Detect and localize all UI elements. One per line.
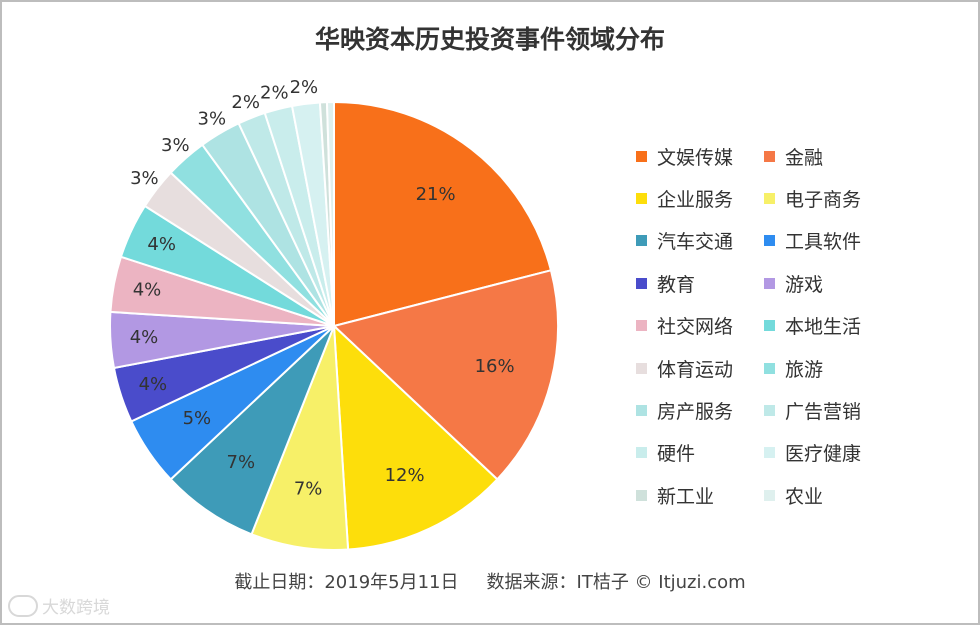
legend-label: 企业服务 bbox=[657, 189, 734, 212]
pie-slice-2 bbox=[332, 323, 499, 551]
legend-item-2: 企业服务 bbox=[636, 177, 764, 219]
legend-label: 房产服务 bbox=[657, 401, 734, 424]
slice-label-13: 2% bbox=[231, 92, 260, 113]
slice-label-5: 5% bbox=[183, 408, 212, 429]
legend-swatch bbox=[636, 447, 647, 459]
legend-swatch bbox=[636, 362, 647, 374]
legend-label: 本地生活 bbox=[785, 316, 862, 339]
legend-item-0: 文娱传媒 bbox=[636, 135, 764, 177]
slice-label-8: 4% bbox=[133, 279, 162, 300]
legend-item-16: 新工业 bbox=[636, 474, 764, 516]
slice-label-0: 21% bbox=[416, 184, 456, 205]
legend-label: 工具软件 bbox=[785, 231, 862, 254]
slice-label-15: 2% bbox=[290, 77, 319, 98]
chart-title: 华映资本历史投资事件领域分布 bbox=[314, 25, 665, 54]
legend-item-5: 工具软件 bbox=[764, 220, 892, 262]
legend-swatch bbox=[764, 405, 775, 417]
legend-swatch bbox=[764, 193, 775, 205]
watermark-text: 大数跨境 bbox=[42, 598, 110, 618]
legend-swatch bbox=[636, 235, 647, 247]
legend-item-3: 电子商务 bbox=[764, 177, 892, 219]
legend-swatch bbox=[764, 447, 775, 459]
legend-swatch bbox=[636, 193, 647, 205]
legend-item-13: 广告营销 bbox=[764, 389, 892, 431]
legend-label: 金融 bbox=[785, 146, 824, 169]
legend-label: 教育 bbox=[657, 273, 696, 296]
legend-item-10: 体育运动 bbox=[636, 347, 764, 389]
legend-label: 旅游 bbox=[785, 358, 824, 381]
legend-item-15: 医疗健康 bbox=[764, 432, 892, 474]
legend-label: 游戏 bbox=[785, 273, 824, 296]
legend-swatch bbox=[636, 405, 647, 417]
legend-swatch bbox=[636, 489, 647, 501]
legend-swatch bbox=[636, 277, 647, 289]
legend-swatch bbox=[636, 150, 647, 162]
legend-label: 文娱传媒 bbox=[657, 146, 734, 169]
legend-item-6: 教育 bbox=[636, 262, 764, 304]
legend-label: 汽车交通 bbox=[657, 231, 734, 254]
watermark: 大数跨境 bbox=[8, 593, 110, 618]
legend: 文娱传媒 金融企业服务 电子商务汽车交通 工具软件教育 游戏社交网络 本地生活体育运动 旅游… bbox=[636, 135, 956, 517]
legend-item-17: 农业 bbox=[764, 474, 892, 516]
slice-label-2: 12% bbox=[385, 465, 425, 486]
pie-slice-1 bbox=[331, 269, 559, 481]
legend-item-11: 旅游 bbox=[764, 347, 892, 389]
legend-swatch bbox=[764, 362, 775, 374]
slice-label-6: 4% bbox=[139, 374, 168, 395]
legend-swatch bbox=[764, 320, 775, 332]
legend-label: 体育运动 bbox=[657, 358, 734, 381]
legend-swatch bbox=[764, 235, 775, 247]
legend-swatch bbox=[764, 277, 775, 289]
footer-source: 数据来源：IT桔子 © Itjuzi.com bbox=[486, 572, 746, 593]
legend-swatch bbox=[764, 489, 775, 501]
legend-item-14: 硬件 bbox=[636, 432, 764, 474]
legend-label: 医疗健康 bbox=[785, 443, 862, 466]
legend-item-9: 本地生活 bbox=[764, 305, 892, 347]
legend-label: 新工业 bbox=[657, 485, 715, 508]
legend-item-1: 金融 bbox=[764, 135, 892, 177]
footer-date: 截止日期：2019年5月11日 bbox=[234, 572, 459, 593]
legend-swatch bbox=[636, 320, 647, 332]
legend-item-12: 房产服务 bbox=[636, 389, 764, 431]
footer: 截止日期：2019年5月11日 数据来源：IT桔子 © Itjuzi.com bbox=[2, 568, 978, 594]
pie-slice-17 bbox=[325, 100, 335, 327]
slice-label-10: 3% bbox=[130, 168, 159, 189]
watermark-logo-icon bbox=[8, 594, 38, 617]
legend-swatch bbox=[764, 150, 775, 162]
slice-label-4: 7% bbox=[227, 452, 256, 473]
slice-label-12: 3% bbox=[198, 108, 227, 129]
legend-label: 农业 bbox=[785, 485, 824, 508]
legend-label: 电子商务 bbox=[785, 189, 862, 212]
legend-item-8: 社交网络 bbox=[636, 305, 764, 347]
slice-label-9: 4% bbox=[147, 234, 176, 255]
legend-label: 社交网络 bbox=[657, 316, 734, 339]
legend-item-4: 汽车交通 bbox=[636, 220, 764, 262]
slice-label-14: 2% bbox=[260, 83, 289, 104]
slice-label-3: 7% bbox=[294, 479, 323, 500]
slice-label-1: 16% bbox=[475, 356, 515, 377]
legend-item-7: 游戏 bbox=[764, 262, 892, 304]
legend-label: 广告营销 bbox=[785, 401, 862, 424]
slice-label-7: 4% bbox=[130, 327, 159, 348]
legend-label: 硬件 bbox=[657, 443, 696, 466]
pie-slice-0 bbox=[333, 100, 553, 328]
slice-label-11: 3% bbox=[161, 135, 190, 156]
